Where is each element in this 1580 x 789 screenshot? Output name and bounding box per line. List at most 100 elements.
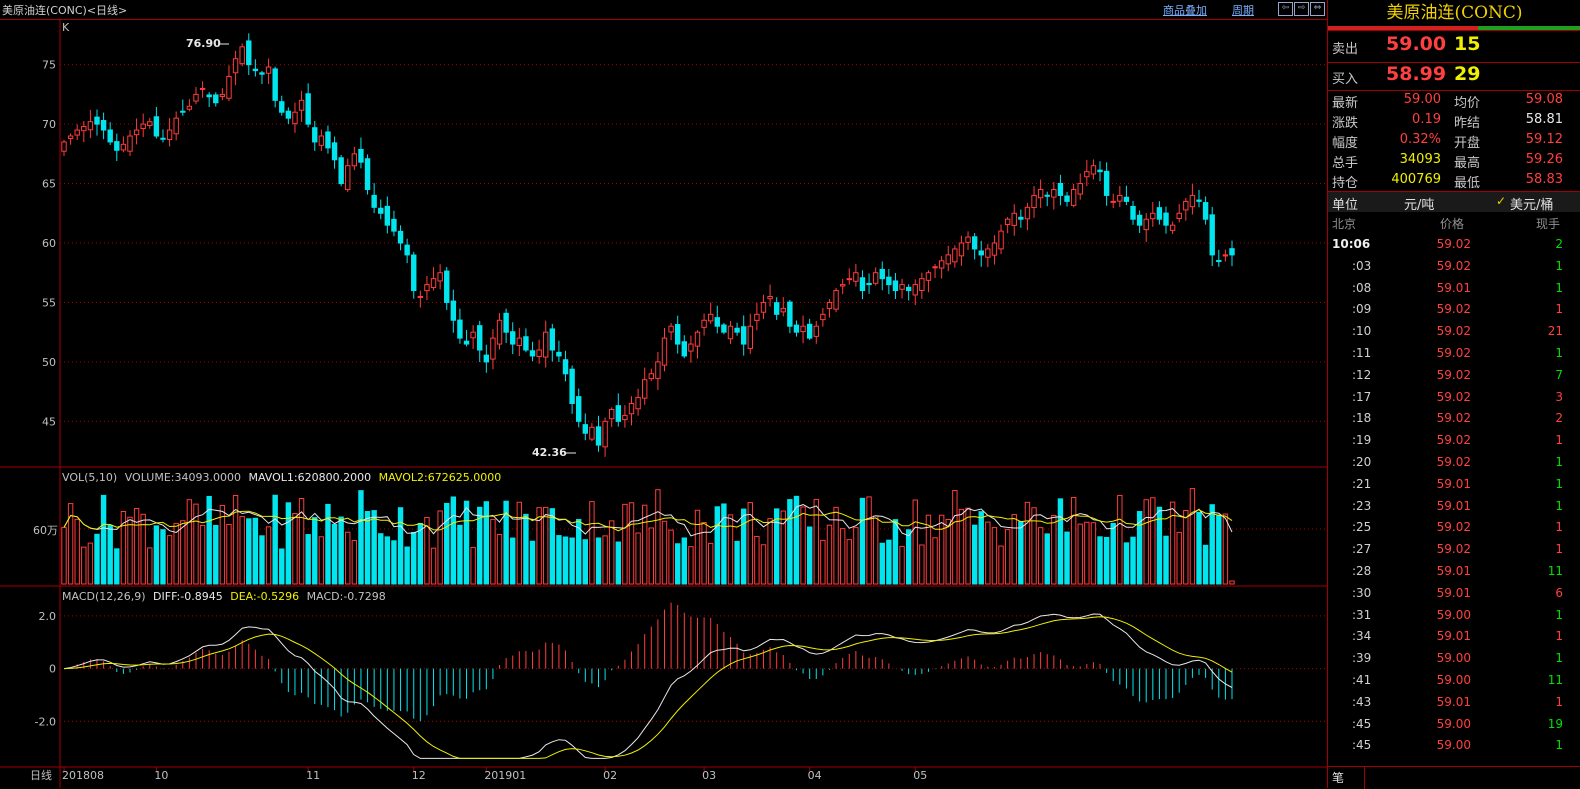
quote-panel: 美原油连(CONC) 卖出 59.00 15 买入 58.99 29 单位 元/…: [1327, 0, 1580, 789]
arrow-right-icon[interactable]: ⇨: [1294, 2, 1309, 16]
candle-body: [833, 290, 839, 310]
candle-body: [1143, 218, 1149, 231]
candle-body: [219, 93, 226, 98]
trade-row: :25 59.02 1: [1328, 517, 1580, 539]
trade-qty: 1: [1555, 433, 1563, 448]
candle-body: [1103, 170, 1110, 196]
mavol1-line: [63, 504, 1233, 537]
volume-bar: [1163, 535, 1169, 585]
volume-bar: [265, 526, 272, 585]
volume-bar: [1143, 499, 1149, 585]
trade-price: 59.01: [1436, 585, 1471, 600]
volume-bar: [985, 521, 991, 585]
volume-bar: [417, 522, 424, 585]
volume-bar: [655, 489, 661, 585]
tab-ticks[interactable]: 笔: [1332, 771, 1345, 785]
volume-bar: [1090, 522, 1097, 585]
trade-price: 59.00: [1436, 651, 1471, 666]
trade-row: :08 59.01 1: [1328, 278, 1580, 300]
candle-body: [226, 76, 232, 99]
candle-body: [1229, 248, 1235, 256]
candle-body: [905, 286, 912, 292]
candle-body: [1216, 260, 1222, 263]
candle-body: [595, 426, 602, 446]
trade-row: :45 59.00 1: [1328, 735, 1580, 757]
volume-bar: [87, 542, 94, 585]
unit-option-usd-barrel[interactable]: 美元/桶: [1510, 198, 1554, 213]
trade-qty: 1: [1555, 346, 1563, 360]
volume-bar: [1183, 509, 1189, 585]
vol-legend-name: VOL(5,10): [62, 471, 117, 484]
trade-row: :21 59.01 1: [1328, 474, 1580, 496]
volume-bar: [754, 535, 760, 585]
candle-body: [1202, 202, 1209, 220]
quote-value: 0.32%: [1399, 132, 1441, 147]
candle-body: [503, 312, 509, 333]
candle-body: [483, 354, 490, 363]
trade-time: :03: [1352, 258, 1372, 273]
candle-body: [477, 325, 483, 351]
volume-bar: [674, 543, 681, 585]
candle-body: [199, 87, 206, 90]
volume-bar: [615, 541, 622, 585]
trade-qty: 11: [1547, 673, 1563, 687]
candle-body: [734, 327, 740, 333]
volume-bar: [846, 539, 852, 585]
trade-qty: 1: [1555, 607, 1563, 622]
volume-bar: [872, 515, 879, 585]
candle-body: [173, 117, 179, 135]
trade-time: :20: [1352, 455, 1372, 469]
arrow-left-icon[interactable]: ⇦: [1278, 2, 1293, 16]
overlay-link[interactable]: 商品叠加: [1163, 4, 1207, 17]
sell-qty: 15: [1454, 33, 1481, 55]
price-tick-label: 50: [42, 356, 56, 369]
candle-body: [1070, 189, 1077, 206]
price-tick-label: 65: [42, 178, 56, 191]
arrow-both-icon[interactable]: ⇔: [1310, 2, 1325, 16]
kline-chart[interactable]: 75 70 65 60 55 50 45 2.0 0 -2.0 201808 10 11 12 201901…: [0, 19, 1327, 788]
candle-body: [312, 127, 318, 143]
candle-body: [325, 131, 331, 149]
macd-legend-dea: DEA:-0.5296: [230, 590, 299, 603]
trade-time: :45: [1352, 716, 1372, 731]
trade-row: :27 59.02 1: [1328, 539, 1580, 561]
volume-bar: [688, 546, 694, 585]
candle-body: [265, 66, 272, 74]
candle-body: [160, 137, 166, 140]
vol-legend-mavol2: MAVOL2:672625.0000: [379, 471, 502, 484]
candle-body: [100, 120, 107, 131]
candle-body: [628, 403, 635, 415]
candle-body: [589, 426, 595, 440]
candle-body: [510, 331, 516, 345]
unit-option-yuan-ton[interactable]: 元/吨: [1404, 198, 1435, 213]
trade-qty: 7: [1555, 367, 1563, 382]
candle-body: [701, 319, 707, 328]
volume-bar: [292, 513, 298, 585]
volume-bar: [1097, 536, 1103, 585]
volume-bar: [1136, 511, 1143, 585]
candle-body: [846, 278, 852, 281]
trade-row: :17 59.02 3: [1328, 387, 1580, 409]
trade-price: 59.02: [1436, 258, 1471, 273]
volume-bar: [853, 527, 859, 585]
volume-bar: [813, 498, 819, 585]
trade-row: :19 59.02 1: [1328, 430, 1580, 452]
volume-bar: [1031, 507, 1037, 585]
candle-body: [952, 248, 958, 263]
candle-body: [747, 325, 753, 349]
volume-bar: [133, 507, 140, 585]
volume-bar: [503, 500, 509, 585]
volume-bar: [1209, 504, 1215, 585]
trade-row: :23 59.01 1: [1328, 496, 1580, 518]
vol-legend-value: VOLUME:34093.0000: [125, 471, 241, 484]
volume-bar: [1103, 536, 1110, 585]
candle-body: [470, 331, 476, 339]
volume-bar: [199, 524, 206, 585]
volume-bar: [793, 495, 800, 585]
period-link[interactable]: 周期: [1232, 4, 1254, 17]
candle-body: [694, 331, 701, 347]
candle-body: [879, 268, 885, 280]
candle-body: [292, 111, 298, 125]
candle-body: [767, 296, 773, 300]
volume-bar: [351, 540, 358, 585]
